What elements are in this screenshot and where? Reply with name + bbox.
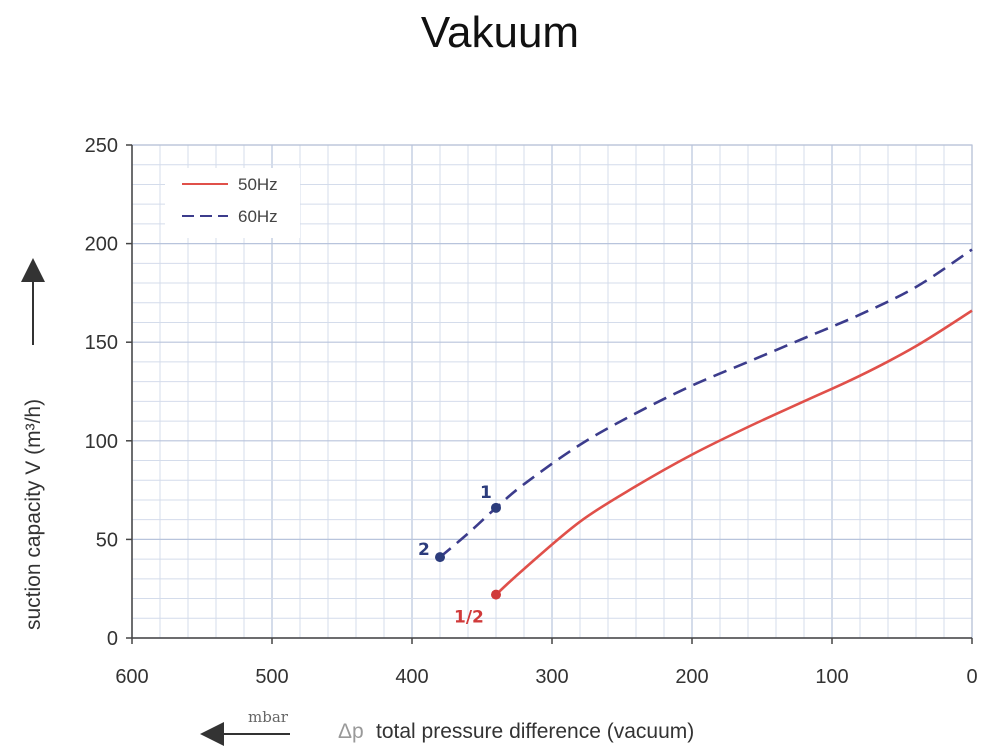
x-tick-label: 200 [675,666,708,688]
y-axis-title: suction capacity V (m³/h) [22,399,45,630]
x-tick-label: 600 [115,666,148,688]
x-axis-ticks: 600 500 400 300 200 100 0 [115,638,978,688]
y-axis-ticks: 0 50 100 150 200 250 [85,135,132,650]
y-tick-label: 50 [96,529,118,551]
legend-label-60hz: 60Hz [238,207,278,226]
legend-label-50hz: 50Hz [238,175,278,194]
x-axis-unit: mbar [248,708,289,726]
x-tick-label: 400 [395,666,428,688]
point-label: 1 [480,483,492,503]
legend: 50Hz 60Hz [165,168,300,238]
x-axis-symbol: Δp [338,720,364,743]
data-point [435,552,445,563]
point-label: 1/2 [454,608,484,628]
x-tick-label: 500 [255,666,288,688]
y-axis-title-group: suction capacity V (m³/h) [21,258,45,630]
y-tick-label: 250 [85,135,118,157]
y-tick-label: 200 [85,234,118,256]
points-layer: 1 2 1/2 [418,483,501,628]
x-axis-title-group: mbar Δp total pressure difference (vacuu… [200,708,694,746]
point-label: 2 [418,540,430,560]
y-tick-label: 100 [85,431,118,453]
y-tick-label: 150 [85,332,118,354]
data-point [491,502,501,513]
chart-title: Vakuum [420,8,580,57]
x-axis-title: total pressure difference (vacuum) [376,720,694,743]
x-tick-label: 100 [815,666,848,688]
series-line-50hz [495,309,973,596]
y-tick-label: 0 [107,628,118,650]
data-point [491,589,501,600]
x-tick-label: 0 [966,666,977,688]
x-tick-label: 300 [535,666,568,688]
legend-box [165,168,300,238]
